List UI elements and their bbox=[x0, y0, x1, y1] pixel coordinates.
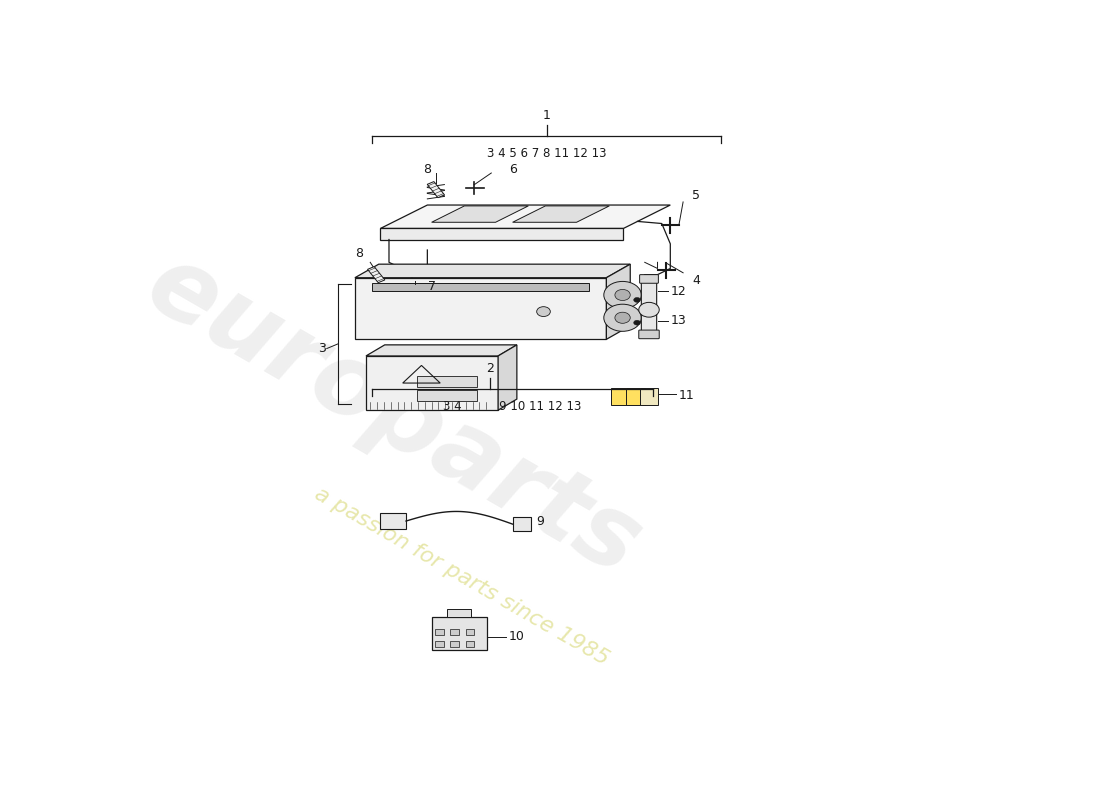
FancyBboxPatch shape bbox=[465, 641, 474, 647]
FancyBboxPatch shape bbox=[639, 330, 659, 338]
FancyBboxPatch shape bbox=[641, 281, 657, 314]
FancyBboxPatch shape bbox=[381, 513, 406, 529]
Text: 10: 10 bbox=[508, 630, 525, 643]
FancyBboxPatch shape bbox=[434, 629, 443, 635]
FancyBboxPatch shape bbox=[417, 376, 476, 386]
Text: 8: 8 bbox=[355, 246, 363, 259]
Circle shape bbox=[615, 312, 630, 323]
FancyBboxPatch shape bbox=[417, 390, 476, 401]
Text: 4: 4 bbox=[692, 274, 700, 287]
FancyBboxPatch shape bbox=[366, 356, 498, 410]
Text: 2: 2 bbox=[486, 362, 494, 375]
Text: 8: 8 bbox=[424, 163, 431, 176]
Circle shape bbox=[604, 304, 641, 331]
Text: 6: 6 bbox=[508, 163, 517, 176]
FancyBboxPatch shape bbox=[450, 629, 459, 635]
Circle shape bbox=[537, 306, 550, 317]
Polygon shape bbox=[498, 345, 517, 410]
FancyBboxPatch shape bbox=[431, 617, 487, 650]
FancyBboxPatch shape bbox=[513, 518, 531, 531]
Polygon shape bbox=[513, 206, 609, 222]
FancyBboxPatch shape bbox=[434, 641, 443, 647]
Text: 11: 11 bbox=[679, 390, 694, 402]
FancyBboxPatch shape bbox=[447, 609, 471, 617]
Text: 7: 7 bbox=[428, 281, 436, 294]
Text: 5: 5 bbox=[692, 190, 700, 202]
FancyBboxPatch shape bbox=[641, 309, 657, 333]
Text: 12: 12 bbox=[670, 285, 686, 298]
FancyBboxPatch shape bbox=[626, 388, 645, 406]
FancyBboxPatch shape bbox=[610, 388, 629, 406]
FancyBboxPatch shape bbox=[639, 274, 659, 283]
Text: europarts: europarts bbox=[130, 236, 657, 597]
FancyBboxPatch shape bbox=[450, 641, 459, 647]
FancyBboxPatch shape bbox=[372, 283, 590, 291]
Circle shape bbox=[634, 298, 640, 302]
Text: 3 4 5 6 7 8 11 12 13: 3 4 5 6 7 8 11 12 13 bbox=[487, 147, 606, 160]
Circle shape bbox=[634, 320, 640, 325]
Text: 9: 9 bbox=[537, 514, 544, 527]
Polygon shape bbox=[381, 229, 624, 239]
FancyBboxPatch shape bbox=[639, 388, 659, 406]
FancyBboxPatch shape bbox=[465, 629, 474, 635]
Circle shape bbox=[639, 302, 659, 317]
Circle shape bbox=[604, 282, 641, 309]
Polygon shape bbox=[366, 345, 517, 356]
FancyBboxPatch shape bbox=[355, 278, 606, 339]
Polygon shape bbox=[355, 264, 630, 278]
Text: 13: 13 bbox=[670, 314, 686, 327]
Circle shape bbox=[615, 290, 630, 301]
Text: a passion for parts since 1985: a passion for parts since 1985 bbox=[311, 484, 612, 670]
Polygon shape bbox=[427, 182, 444, 198]
Polygon shape bbox=[431, 206, 528, 222]
Polygon shape bbox=[381, 205, 670, 229]
Text: 3 4          9 10 11 12 13: 3 4 9 10 11 12 13 bbox=[443, 400, 582, 413]
Polygon shape bbox=[367, 266, 385, 282]
Text: 3: 3 bbox=[318, 342, 326, 355]
Text: 1: 1 bbox=[542, 110, 551, 122]
Polygon shape bbox=[606, 264, 630, 339]
